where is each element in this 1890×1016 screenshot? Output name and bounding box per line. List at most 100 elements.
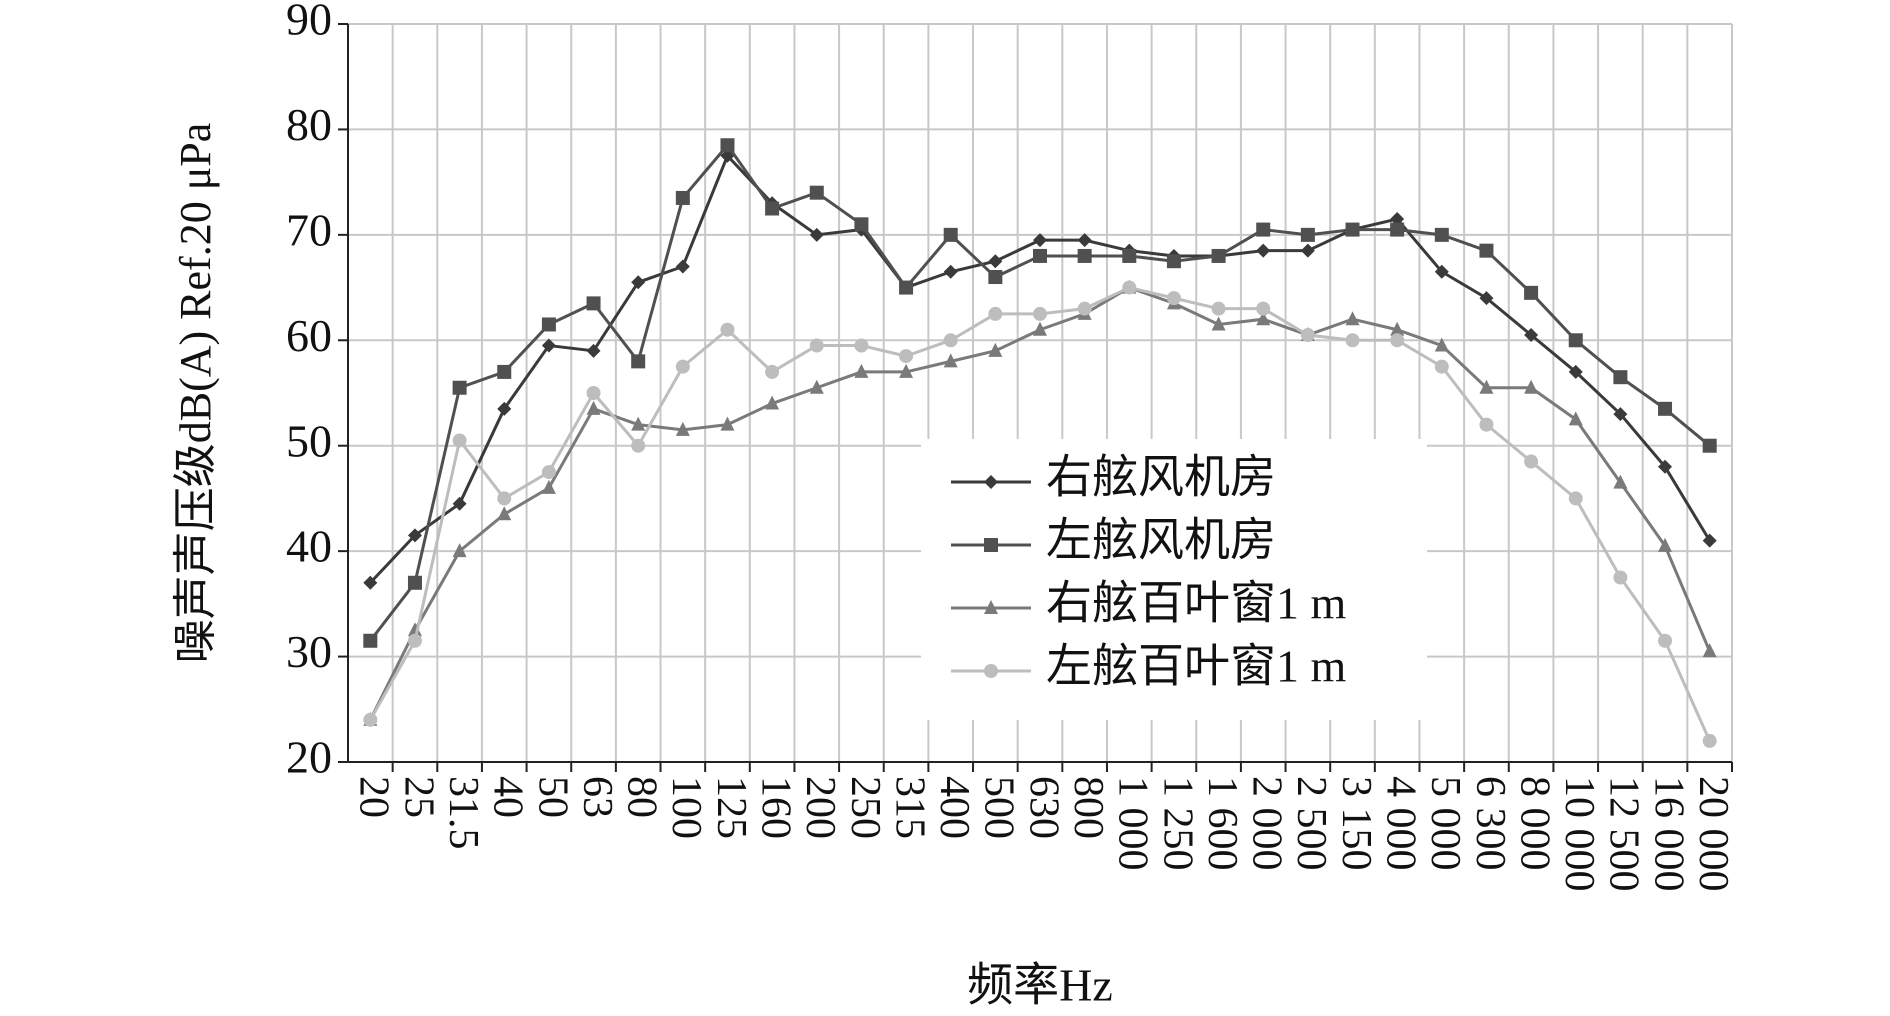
- marker: [541, 338, 556, 353]
- y-tick-label: 90: [286, 0, 332, 45]
- x-tick-label: 2 000: [1244, 776, 1290, 871]
- x-tick-label: 100: [663, 776, 709, 839]
- marker: [854, 338, 869, 353]
- x-tick-label: 630: [1020, 776, 1066, 839]
- x-tick-label: 5 000: [1422, 776, 1468, 871]
- marker: [541, 317, 556, 332]
- marker: [1390, 222, 1405, 237]
- x-tick-label: 80: [619, 776, 665, 818]
- marker: [1524, 285, 1539, 300]
- marker: [1211, 248, 1226, 263]
- marker: [1568, 411, 1583, 426]
- marker: [984, 600, 998, 614]
- marker: [720, 322, 735, 337]
- x-tick-label: 3 150: [1333, 776, 1379, 871]
- y-tick-label: 60: [286, 310, 332, 361]
- marker: [1300, 227, 1315, 242]
- marker: [854, 363, 869, 378]
- marker: [1524, 454, 1539, 469]
- marker: [541, 465, 556, 480]
- marker: [720, 138, 735, 153]
- marker: [1479, 379, 1494, 394]
- legend-label: 右舷风机房: [1046, 452, 1276, 503]
- marker: [943, 227, 958, 242]
- marker: [899, 363, 914, 378]
- marker: [1033, 321, 1047, 336]
- marker: [765, 395, 780, 410]
- y-tick-label: 80: [286, 99, 332, 150]
- x-tick-label: 20 000: [1690, 776, 1736, 892]
- x-tick-label: 500: [976, 776, 1022, 839]
- x-axis-label: 频率Hz: [967, 960, 1113, 1011]
- marker: [1434, 337, 1449, 352]
- marker: [452, 433, 467, 448]
- marker: [1077, 233, 1092, 248]
- marker: [541, 479, 556, 494]
- marker: [452, 496, 467, 511]
- marker: [1033, 306, 1047, 321]
- marker: [1702, 533, 1717, 548]
- marker: [631, 275, 646, 290]
- marker: [1702, 643, 1717, 658]
- marker: [899, 280, 914, 295]
- marker: [943, 333, 958, 348]
- x-tick-label: 160: [752, 776, 798, 839]
- marker: [1300, 243, 1315, 258]
- legend-label: 左舷风机房: [1046, 515, 1276, 566]
- marker: [1658, 401, 1673, 416]
- marker: [1166, 254, 1181, 269]
- marker: [1524, 328, 1539, 343]
- marker: [1256, 311, 1271, 326]
- legend-box: [921, 439, 1427, 720]
- marker: [1434, 227, 1449, 242]
- marker: [1256, 243, 1271, 258]
- x-tick-label: 4 000: [1378, 776, 1424, 871]
- marker: [1077, 248, 1092, 263]
- x-tick-label: 25: [395, 776, 441, 818]
- marker: [809, 338, 824, 353]
- marker: [1345, 333, 1360, 348]
- x-tick-label: 8 000: [1511, 776, 1557, 871]
- marker: [1613, 370, 1628, 385]
- marker: [1300, 328, 1315, 343]
- marker: [1479, 417, 1494, 432]
- x-tick-label: 200: [797, 776, 843, 839]
- x-tick-label: 20: [351, 776, 397, 818]
- marker: [1211, 301, 1226, 316]
- y-tick-label: 40: [286, 521, 332, 572]
- marker: [809, 379, 824, 394]
- marker: [809, 185, 824, 200]
- marker: [631, 354, 646, 369]
- marker: [1077, 301, 1092, 316]
- marker: [452, 543, 467, 558]
- marker: [1390, 333, 1405, 348]
- y-axis-label: 噪声声压级dB(A) Ref.20 μPa: [171, 123, 220, 664]
- marker: [586, 400, 601, 415]
- x-tick-label: 125: [708, 776, 754, 839]
- x-tick-label: 1 250: [1154, 776, 1200, 871]
- marker: [1568, 491, 1583, 506]
- marker: [452, 380, 467, 395]
- marker: [1613, 474, 1628, 489]
- marker: [1702, 733, 1717, 748]
- x-tick-label: 12 500: [1601, 776, 1647, 892]
- marker: [1166, 291, 1181, 306]
- marker: [984, 664, 998, 678]
- marker: [631, 416, 646, 431]
- x-tick-label: 16 000: [1645, 776, 1691, 892]
- marker: [363, 575, 378, 590]
- marker: [988, 342, 1003, 357]
- x-tick-label: 10 000: [1556, 776, 1602, 892]
- marker: [988, 306, 1003, 321]
- marker: [407, 528, 422, 543]
- marker: [1122, 248, 1137, 263]
- marker: [586, 296, 601, 311]
- marker: [1479, 243, 1494, 258]
- marker: [1211, 316, 1226, 331]
- marker: [407, 622, 422, 637]
- marker: [497, 401, 512, 416]
- marker: [984, 475, 998, 489]
- marker: [631, 438, 646, 453]
- marker: [363, 712, 378, 727]
